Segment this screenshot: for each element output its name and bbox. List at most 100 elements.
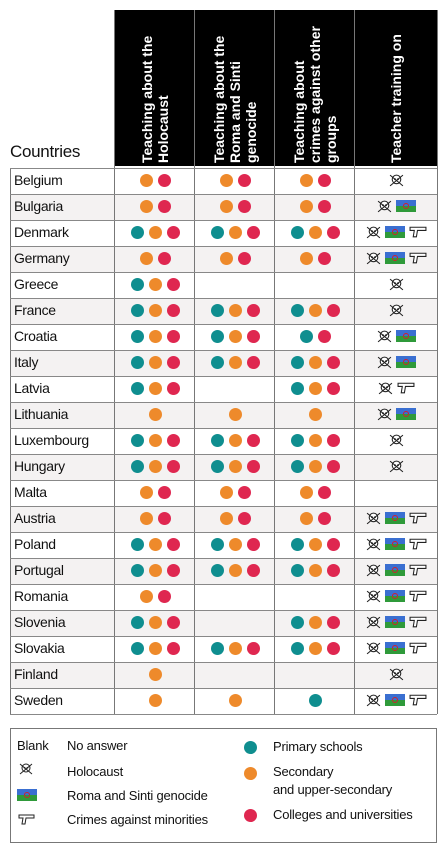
primary-dot [130, 304, 144, 317]
college-dot [326, 382, 340, 395]
pistol-icon [409, 225, 427, 243]
cell-roma [195, 688, 275, 714]
legend-college-dot [244, 809, 257, 822]
skull-icon [377, 355, 392, 375]
primary-dot [130, 434, 144, 447]
grid-horizontal-line [10, 402, 437, 403]
skull-icon [389, 433, 404, 453]
cell-holocaust [115, 194, 195, 220]
secondary-dot [139, 590, 153, 603]
secondary-dot [139, 512, 153, 525]
primary-dot [290, 382, 304, 395]
secondary-dot [148, 460, 162, 473]
cell-holocaust [115, 324, 195, 350]
college-dot [157, 200, 171, 213]
grid-horizontal-line [10, 662, 437, 663]
cell-holocaust [115, 220, 195, 246]
grid-horizontal-line [10, 714, 437, 715]
primary-dot [130, 538, 144, 551]
secondary-dot [148, 642, 162, 655]
cell-training [355, 168, 437, 194]
college-dot [246, 460, 260, 473]
secondary-dot [308, 460, 322, 473]
roma-flag-icon [395, 199, 416, 218]
cell-roma [195, 662, 275, 688]
cell-training [355, 506, 437, 532]
cell-roma [195, 506, 275, 532]
cell-training [355, 532, 437, 558]
header-crimes-text: Teaching about crimes against other grou… [290, 26, 339, 163]
primary-dot [130, 226, 144, 239]
college-dot [166, 330, 180, 343]
college-dot [317, 200, 331, 213]
college-dot [246, 304, 260, 317]
secondary-dot [228, 330, 242, 343]
table-row: Denmark [10, 220, 437, 246]
secondary-dot [228, 642, 242, 655]
grid-horizontal-line [10, 480, 437, 481]
cell-crimes [275, 220, 355, 246]
grid-horizontal-line [10, 558, 437, 559]
table-row: Bulgaria [10, 194, 437, 220]
cell-crimes [275, 454, 355, 480]
secondary-dot [228, 538, 242, 551]
cell-training [355, 376, 437, 402]
roma-flag-icon [395, 407, 416, 426]
cell-training [355, 636, 437, 662]
grid-horizontal-line [10, 376, 437, 377]
college-dot [326, 564, 340, 577]
header-roma-text: Teaching about the Roma and Sinti genoci… [210, 35, 259, 163]
cell-holocaust [115, 558, 195, 584]
table-row: France [10, 298, 437, 324]
table-row: Croatia [10, 324, 437, 350]
cell-training [355, 610, 437, 636]
cell-holocaust [115, 688, 195, 714]
country-name: Slovenia [14, 614, 66, 630]
cell-holocaust [115, 246, 195, 272]
primary-dot [290, 356, 304, 369]
skull-icon [366, 563, 381, 583]
grid-horizontal-line [10, 194, 437, 195]
countries-heading: Countries [10, 142, 81, 161]
secondary-dot [228, 304, 242, 317]
grid-horizontal-line [10, 584, 437, 585]
secondary-dot [219, 174, 233, 187]
cell-roma [195, 272, 275, 298]
country-name: Hungary [14, 458, 65, 474]
college-dot [237, 252, 251, 265]
skull-icon [366, 615, 381, 635]
primary-dot [290, 642, 304, 655]
skull-icon [389, 173, 404, 193]
primary-dot [210, 304, 224, 317]
pistol-icon [397, 381, 415, 399]
cell-training [355, 246, 437, 272]
college-dot [157, 486, 171, 499]
country-name: Greece [14, 276, 59, 292]
cell-roma [195, 350, 275, 376]
legend-primary-label: Primary schools [273, 739, 363, 754]
secondary-dot [299, 486, 313, 499]
cell-roma [195, 480, 275, 506]
secondary-dot [308, 408, 322, 421]
secondary-dot [148, 330, 162, 343]
college-dot [157, 252, 171, 265]
primary-dot [210, 434, 224, 447]
skull-icon [19, 762, 33, 779]
cell-roma [195, 220, 275, 246]
grid-horizontal-line [10, 324, 437, 325]
country-name: Austria [14, 510, 56, 526]
roma-flag-icon [384, 641, 405, 660]
roma-flag-icon [384, 225, 405, 244]
skull-icon [366, 511, 381, 531]
country-name: Portugal [14, 562, 64, 578]
cell-training [355, 688, 437, 714]
primary-dot [210, 356, 224, 369]
cell-roma [195, 454, 275, 480]
cell-crimes [275, 402, 355, 428]
table-row: Poland [10, 532, 437, 558]
legend-blank-key: Blank [17, 738, 49, 753]
table-row: Portugal [10, 558, 437, 584]
grid-vertical-line [10, 168, 11, 714]
skull-icon [389, 303, 404, 323]
skull-icon [366, 641, 381, 661]
